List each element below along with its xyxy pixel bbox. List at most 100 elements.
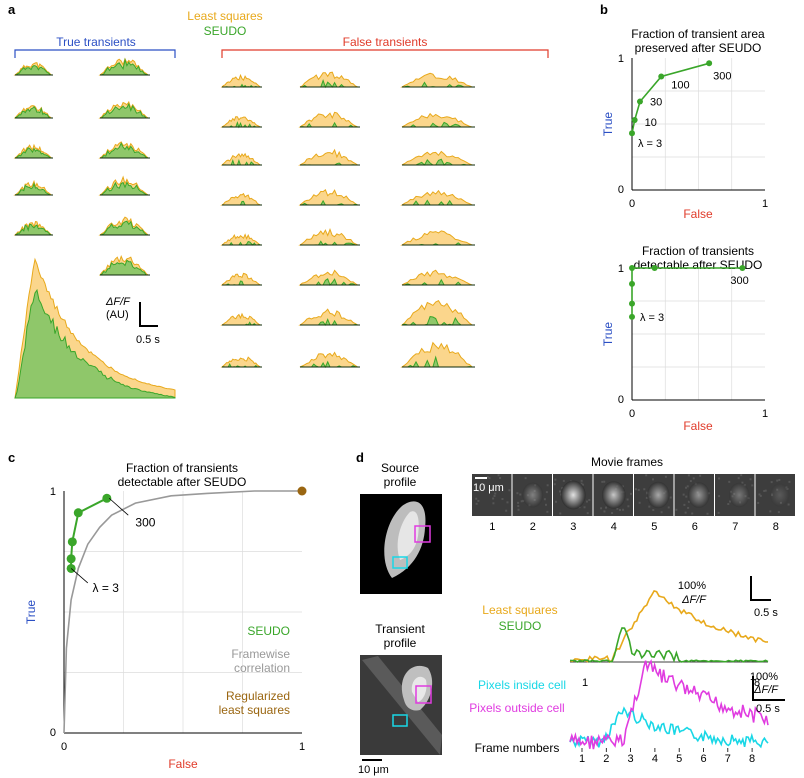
- frame-noise: [776, 479, 779, 482]
- b-bot-ytick-0: 0: [618, 394, 624, 406]
- c-series-1-point-1: [66, 554, 76, 564]
- ls-trace-22: [400, 189, 475, 206]
- frame-numbers-bottom: 1 2 3 4 5 6 7 8: [579, 748, 755, 765]
- frame-noise: [546, 484, 549, 487]
- seudo-trace-0: [14, 64, 53, 76]
- c-legend-rls-2: least squares: [219, 703, 290, 717]
- b-bottom-title-1: Fraction of transients: [642, 244, 754, 258]
- false-transients-label: False transients: [343, 35, 428, 49]
- source-profile-2: profile: [384, 475, 417, 489]
- bottom-frame-number-8: 8: [749, 753, 755, 765]
- source-profile-image: [360, 494, 442, 594]
- frame-noise: [689, 480, 692, 483]
- trace-scale-bar: [750, 576, 771, 601]
- frame-noise: [652, 478, 655, 481]
- frame-noise: [718, 477, 721, 480]
- frame-noise: [759, 494, 762, 497]
- transient-traces: [13, 57, 475, 399]
- frame-noise: [687, 500, 690, 503]
- ls-trace-32: [220, 356, 262, 368]
- frame-noise: [586, 512, 589, 515]
- b-top-ylabel: True: [601, 112, 615, 137]
- frame-noise: [770, 481, 773, 484]
- seudo-trace-large: [14, 288, 176, 399]
- frame-noise: [580, 479, 583, 482]
- frame-noise: [652, 509, 655, 512]
- c-title-1: Fraction of transients: [126, 461, 238, 475]
- frame-noise: [664, 475, 667, 478]
- frame-noise: [638, 501, 641, 504]
- b-top-lambda-3: 100: [671, 79, 689, 91]
- frame-cell-2: [522, 482, 544, 508]
- c-ytick-0: 0: [50, 727, 56, 739]
- frame-noise: [763, 490, 766, 493]
- frame-noise: [488, 477, 491, 480]
- b-top-lambda-0: λ = 3: [638, 138, 662, 150]
- seudo-trace-3: [99, 102, 150, 119]
- frame-noise: [637, 488, 640, 491]
- d-seudo-trace: [569, 627, 769, 663]
- frame-noise: [517, 501, 520, 504]
- bottom-frame-number-4: 4: [652, 753, 658, 765]
- frame-noise: [492, 497, 495, 500]
- frame-number-1: 1: [489, 521, 495, 533]
- b-bot-series-0-point-0: [629, 313, 635, 320]
- frame-noise: [751, 484, 754, 487]
- seudo-trace-2: [14, 105, 53, 119]
- b-top-series-0-point-2: [636, 98, 643, 105]
- ls-trace-15: [298, 111, 360, 128]
- profile-scale-label: 10 μm: [358, 764, 389, 776]
- frame-noise: [519, 493, 522, 496]
- scale-label-dff: ΔF/F: [105, 296, 131, 308]
- b-bot-xtick-1: 1: [762, 408, 768, 420]
- frame-cell-4: [601, 481, 626, 509]
- b-bot-xlabel: False: [683, 419, 713, 433]
- frame-noise: [669, 496, 672, 499]
- frame-noise: [588, 498, 591, 501]
- frame-noise: [699, 474, 702, 477]
- frame-number-3: 3: [570, 521, 576, 533]
- transient-profile-2: profile: [384, 636, 417, 650]
- scale-time-a: 0.5 s: [136, 334, 160, 346]
- frame-noise: [516, 492, 519, 495]
- frame-noise: [611, 512, 614, 515]
- frame-noise: [769, 510, 772, 513]
- frame-noise: [475, 502, 478, 505]
- b-top-lambda-4: 300: [713, 70, 731, 82]
- b-bottom-chart: 1 00 1 False True λ = 3 300: [601, 263, 768, 433]
- ls-trace-34: [400, 341, 475, 368]
- b-top-ytick-0: 0: [618, 184, 624, 196]
- scale-label-au: (AU): [106, 309, 129, 321]
- ls-trace-18: [298, 148, 360, 166]
- frame-number-6: 6: [692, 521, 698, 533]
- frame-number-8: 8: [773, 521, 779, 533]
- ls-trace-16: [401, 112, 475, 128]
- frame-noise: [491, 488, 494, 491]
- b-top-series-0-line: [631, 62, 710, 134]
- c-xlabel: False: [168, 757, 198, 771]
- c-legend-framewise-1: Framewise: [231, 647, 290, 661]
- ls-trace-28: [401, 269, 475, 286]
- trace-scale-2: ΔF/F: [681, 594, 707, 606]
- frame-noise: [764, 489, 767, 492]
- frame-cell-6: [687, 482, 710, 508]
- transient-profile-image: [360, 655, 442, 755]
- frame-noise: [757, 501, 760, 504]
- frame-noise: [583, 506, 586, 509]
- frame-noise: [585, 500, 588, 503]
- frame-noise: [618, 508, 621, 511]
- b-top-xlabel: False: [683, 207, 713, 221]
- b-bot-series-0-point-5: [739, 265, 746, 271]
- bottom-frame-number-3: 3: [628, 753, 634, 765]
- frame-noise: [580, 482, 583, 485]
- ls-trace-23: [220, 233, 262, 246]
- frame-noise: [737, 477, 740, 480]
- c-lambda-300: 300: [135, 515, 155, 529]
- ls-trace-29: [220, 312, 262, 326]
- frame-noise: [634, 488, 637, 491]
- frame-noise: [554, 478, 557, 481]
- frame-noise: [643, 488, 646, 491]
- frame-cell-5: [647, 481, 670, 509]
- c-xtick-1: 1: [299, 741, 305, 753]
